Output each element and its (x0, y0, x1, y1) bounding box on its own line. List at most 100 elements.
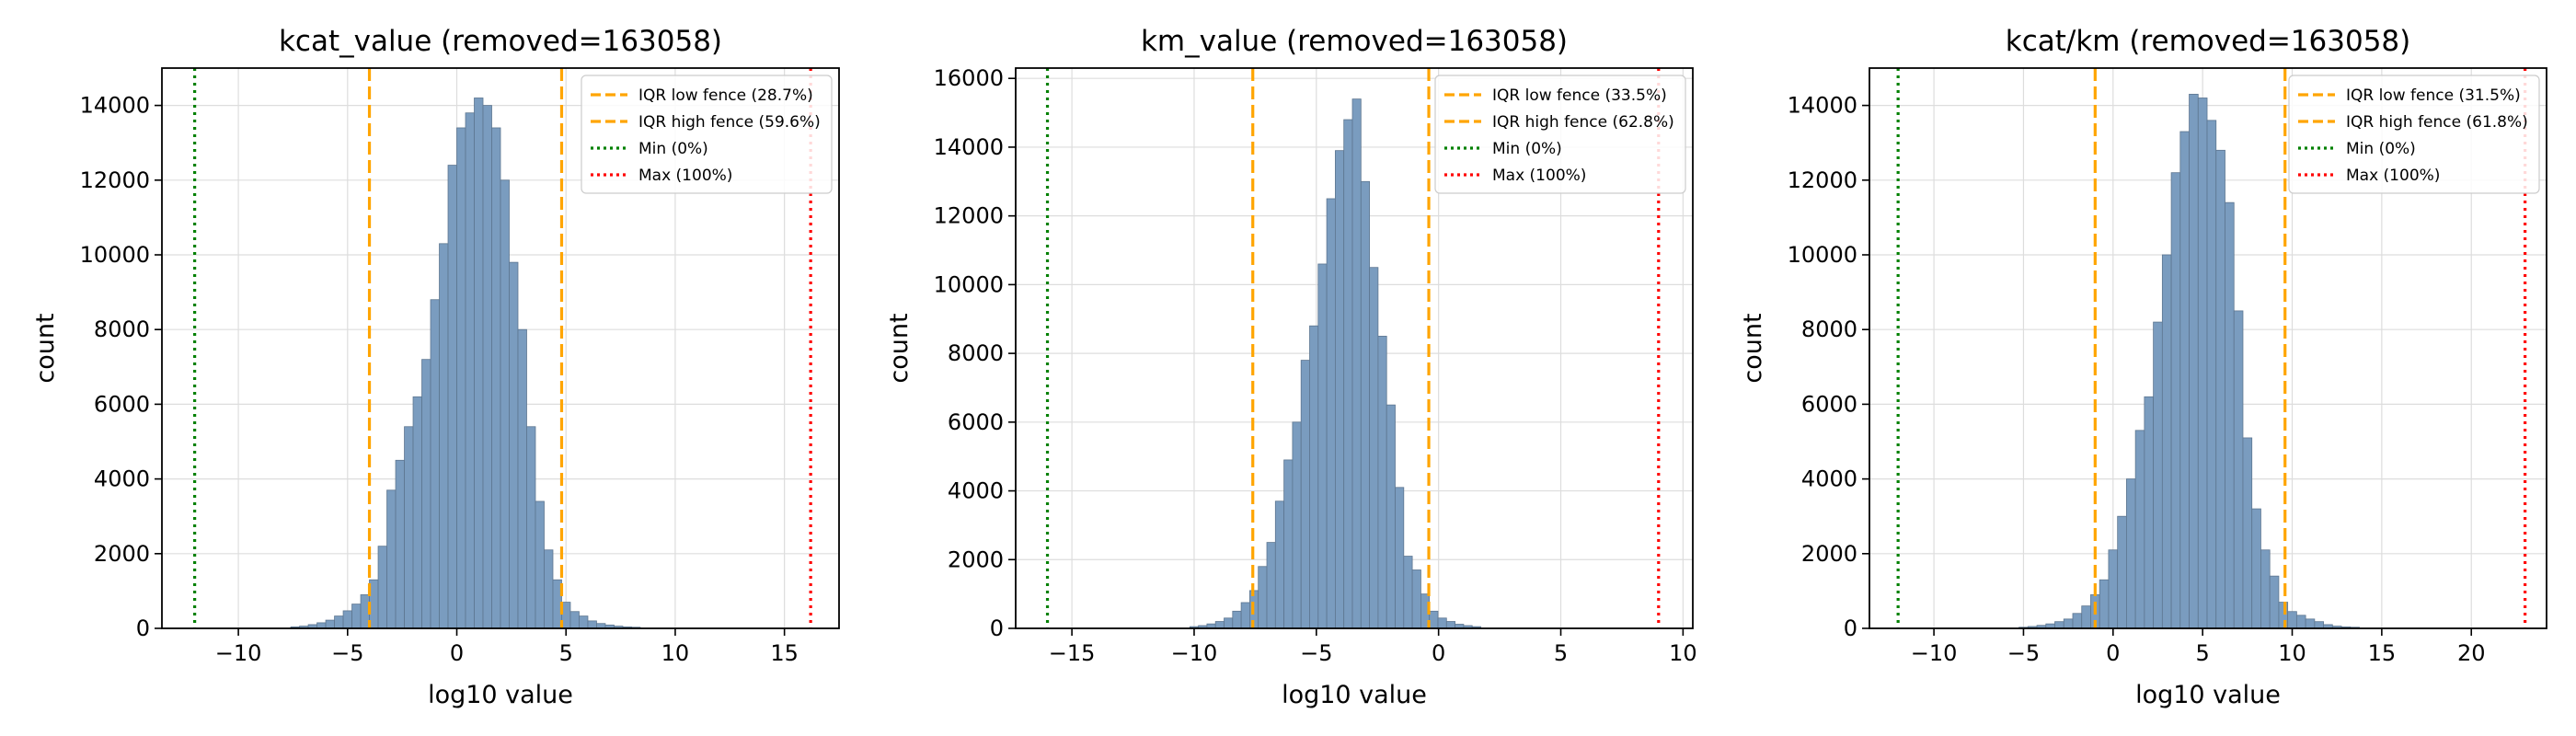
chart-title: km_value (removed=163058) (1141, 25, 1568, 58)
y-tick-label: 8000 (94, 316, 150, 342)
legend: IQR low fence (33.5%) IQR high fence (62.… (1434, 75, 1686, 194)
histogram-bar (491, 127, 501, 629)
legend-label: IQR high fence (59.6%) (638, 113, 821, 132)
histogram-bar (2251, 508, 2261, 629)
y-tick-label: 12000 (80, 167, 150, 193)
histogram-bar (474, 98, 484, 629)
x-tick-label: −15 (1049, 640, 1096, 666)
histogram-bar (1437, 617, 1447, 629)
histogram-bar (1335, 150, 1345, 629)
histogram-bar (2233, 310, 2244, 629)
histogram-bar (2215, 149, 2225, 629)
histogram-bar (430, 299, 440, 629)
histogram-bar (2260, 549, 2271, 629)
histogram-bar (395, 459, 405, 629)
histogram-bar (412, 396, 422, 629)
histogram-bar (1266, 542, 1276, 629)
x-tick-label: −5 (2007, 640, 2040, 666)
histogram-bar (2170, 172, 2181, 629)
x-tick-label: −5 (1300, 640, 1332, 666)
histogram-bar (2179, 131, 2190, 629)
histogram-bar (2063, 618, 2074, 629)
histogram-bar (2225, 201, 2235, 629)
histogram-bar (1292, 421, 1302, 629)
legend-label: IQR low fence (31.5%) (2346, 86, 2521, 105)
histogram-bar (2054, 621, 2064, 629)
histogram-bar (325, 619, 335, 629)
histogram-bar (2108, 549, 2119, 629)
histogram-bar (1343, 119, 1353, 629)
histogram-bar (1232, 610, 1242, 629)
histogram-bar (1429, 610, 1439, 629)
histogram-bar (1300, 360, 1310, 629)
legend-box (581, 75, 833, 194)
histogram-bar (1283, 459, 1294, 629)
legend-label: Max (100%) (1492, 167, 1586, 185)
histogram-bar (456, 127, 466, 629)
y-tick-label: 6000 (1801, 391, 1857, 417)
x-tick-label: 5 (1554, 640, 1568, 666)
histogram-bar (2197, 98, 2208, 629)
histogram-bar (569, 611, 580, 629)
legend-label: Max (100%) (2346, 167, 2440, 185)
legend-label: IQR high fence (61.8%) (2346, 113, 2528, 132)
histogram-bar (439, 243, 449, 629)
y-tick-label: 4000 (1801, 466, 1857, 492)
x-tick-label: 5 (559, 640, 573, 666)
x-tick-label: 15 (770, 640, 799, 666)
histogram-bar (526, 426, 536, 629)
histogram-bar (535, 500, 545, 629)
histogram-bar (1386, 404, 1396, 629)
histogram-bar (1377, 336, 1387, 629)
histogram-km-value: −15 −10 −5 0 5 10 0 2000 4000 6000 8000 10000 12000 1… (885, 25, 1697, 709)
histogram-bar (2295, 615, 2306, 629)
histogram-bar (1395, 487, 1405, 629)
x-tick-label: 20 (2457, 640, 2486, 666)
histogram-bar (351, 604, 362, 629)
x-tick-label: 15 (2368, 640, 2397, 666)
x-tick-label: 5 (2196, 640, 2210, 666)
histogram-bar (2081, 605, 2091, 629)
histogram-bar (1445, 621, 1456, 629)
y-tick-label: 10000 (1788, 242, 1857, 268)
histogram-bar (1360, 180, 1371, 629)
histogram-bar (316, 622, 327, 629)
y-tick-label: 4000 (948, 478, 1004, 504)
y-tick-label: 2000 (948, 546, 1004, 572)
x-tick-label: −10 (215, 640, 262, 666)
y-tick-label: 2000 (94, 541, 150, 567)
axes-frame (161, 67, 840, 629)
y-tick-label: 10000 (80, 242, 150, 268)
histogram-bar (2126, 478, 2136, 629)
legend-label: IQR high fence (62.8%) (1492, 113, 1674, 132)
y-tick-label: 2000 (1801, 541, 1857, 567)
x-axis-label: log10 value (1282, 681, 1427, 709)
histogram-bar (509, 261, 519, 629)
histogram-bar (1369, 267, 1379, 629)
histogram-bar (386, 489, 397, 629)
histogram-kcat-value: −10 −5 0 5 10 15 0 2000 4000 6000 8000 10000 12000 14… (31, 25, 840, 709)
legend: IQR low fence (28.7%) IQR high fence (59.… (581, 75, 833, 194)
x-tick-label: 0 (450, 640, 464, 666)
histogram-bar (500, 179, 510, 629)
x-axis-label: log10 value (428, 681, 573, 709)
histogram-bar (421, 359, 431, 629)
histogram-bar (2099, 579, 2110, 629)
x-axis-label: log10 value (2135, 681, 2281, 709)
x-tick-label: 10 (2278, 640, 2306, 666)
histogram-bar (1403, 556, 1413, 629)
histogram-kcat-over-km: −10 −5 0 5 10 15 20 0 2000 4000 6000 8000 10000 12000… (1739, 25, 2547, 709)
histogram-bar (1224, 617, 1234, 629)
y-tick-label: 10000 (934, 271, 1004, 297)
histogram-bar (2287, 611, 2297, 629)
x-tick-label: 10 (661, 640, 690, 666)
axes-frame (1015, 67, 1694, 629)
x-tick-label: 0 (2106, 640, 2120, 666)
legend-label: Min (0%) (638, 140, 708, 158)
legend-box (2288, 75, 2540, 194)
histogram-bar (2314, 621, 2324, 629)
legend-label: Max (100%) (638, 167, 732, 185)
histogram-bar (517, 328, 527, 629)
histogram-bar (1317, 263, 1328, 629)
